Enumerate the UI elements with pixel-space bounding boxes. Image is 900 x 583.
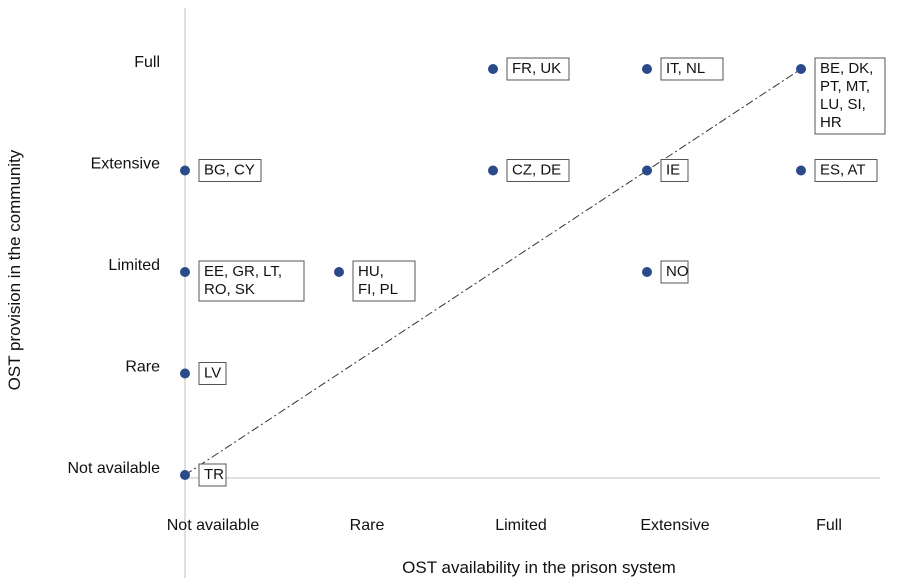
data-point-group: HU,FI, PL xyxy=(334,260,416,302)
data-point-label-box xyxy=(660,159,689,182)
data-point-label: ES, AT xyxy=(820,162,866,179)
data-point-group: ES, AT xyxy=(796,159,878,182)
data-point-label: CZ, DE xyxy=(512,162,561,179)
data-point-label-box xyxy=(660,260,689,284)
y-tick-label: Extensive xyxy=(91,156,160,173)
data-point-marker xyxy=(796,64,806,74)
data-point-group: BG, CY xyxy=(180,159,262,182)
x-tick-label: Not available xyxy=(167,517,260,534)
data-point-label: HR xyxy=(820,114,842,131)
y-tick-labels: Not available Rare Limited Extensive Full xyxy=(68,54,161,477)
data-point-label-box xyxy=(814,159,878,182)
data-point-label: PT, MT, xyxy=(820,78,870,95)
y-tick-label: Rare xyxy=(125,359,160,376)
data-point-label-box xyxy=(506,57,570,81)
x-tick-labels: Not available Rare Limited Extensive Full xyxy=(167,517,842,534)
data-point-marker xyxy=(642,64,652,74)
reference-diagonal-line xyxy=(184,68,802,476)
data-point-label-box xyxy=(506,159,570,182)
data-point-group: LV xyxy=(180,362,227,385)
data-point-group: TR xyxy=(180,463,227,487)
y-tick-label: Full xyxy=(134,54,160,71)
axes xyxy=(184,8,880,578)
data-point-label: LV xyxy=(204,365,221,382)
y-tick-label: Limited xyxy=(108,257,160,274)
data-point-label: TR xyxy=(204,466,224,483)
data-point-label: HU, xyxy=(358,263,384,280)
data-point-label: LU, SI, xyxy=(820,96,866,113)
data-point-label-box xyxy=(198,159,262,182)
data-point-group: FR, UK xyxy=(488,57,570,81)
data-point-label: IE xyxy=(666,162,680,179)
data-points: FR, UK IT, NL BE, DK,PT, MT,LU, SI,HR BG, C… xyxy=(180,57,886,487)
data-point-label-box xyxy=(814,57,886,135)
data-point-label-box xyxy=(660,57,724,81)
data-point-marker xyxy=(180,267,190,277)
data-point-group: BE, DK,PT, MT,LU, SI,HR xyxy=(796,57,886,135)
data-point-marker xyxy=(642,165,652,176)
y-tick-label: Not available xyxy=(68,460,161,477)
data-point-label: IT, NL xyxy=(666,60,705,77)
data-point-marker xyxy=(796,165,806,176)
data-point-group: EE, GR, LT,RO, SK xyxy=(180,260,305,302)
data-point-label-box xyxy=(198,463,227,487)
data-point-marker xyxy=(180,165,190,176)
data-point-label: FI, PL xyxy=(358,281,398,298)
data-point-marker xyxy=(488,165,498,176)
data-point-label-box xyxy=(198,260,305,302)
data-point-group: IE xyxy=(642,159,689,182)
data-point-label-box xyxy=(352,260,416,302)
data-point-label: EE, GR, LT, xyxy=(204,263,282,280)
data-point-label: BG, CY xyxy=(204,162,255,179)
data-point-group: IT, NL xyxy=(642,57,724,81)
data-point-label: NO xyxy=(666,263,689,280)
data-point-marker xyxy=(180,368,190,379)
data-point-label-box xyxy=(198,362,227,385)
y-axis-title: OST provision in the community xyxy=(5,149,24,390)
data-point-label: BE, DK, xyxy=(820,60,873,77)
data-point-marker xyxy=(488,64,498,74)
x-axis-title: OST availability in the prison system xyxy=(402,558,676,577)
data-point-marker xyxy=(180,470,190,480)
x-tick-label: Rare xyxy=(350,517,385,534)
data-point-label: FR, UK xyxy=(512,60,561,77)
data-point-group: NO xyxy=(642,260,689,284)
x-tick-label: Full xyxy=(816,517,842,534)
data-point-group: CZ, DE xyxy=(488,159,570,182)
x-tick-label: Limited xyxy=(495,517,547,534)
x-tick-label: Extensive xyxy=(640,517,709,534)
data-point-marker xyxy=(642,267,652,277)
data-point-label: RO, SK xyxy=(204,281,255,298)
data-point-marker xyxy=(334,267,344,277)
